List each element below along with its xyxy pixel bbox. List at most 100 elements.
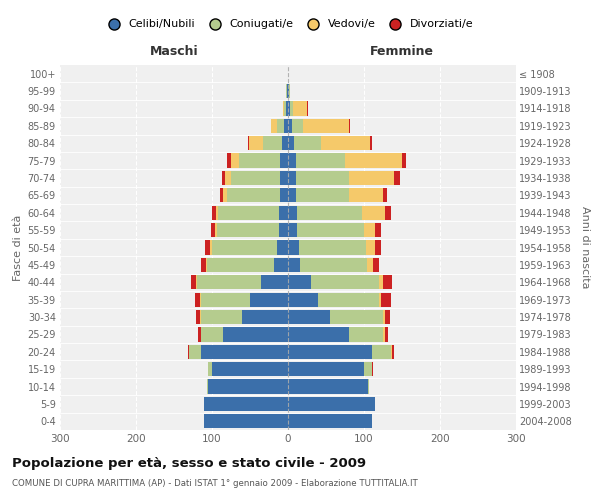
Bar <box>288 310 383 324</box>
Bar <box>189 344 288 359</box>
Bar <box>212 206 288 220</box>
Bar <box>288 362 371 376</box>
Bar <box>280 188 288 202</box>
Bar <box>271 118 288 133</box>
Bar <box>211 240 288 254</box>
Bar <box>288 240 366 254</box>
Bar <box>215 223 288 237</box>
Bar <box>288 292 391 307</box>
Bar <box>288 136 294 150</box>
Bar <box>208 258 288 272</box>
Bar <box>288 171 394 185</box>
Bar <box>288 258 300 272</box>
Bar <box>212 362 288 376</box>
Bar <box>205 397 288 411</box>
Bar <box>288 310 390 324</box>
Bar <box>288 154 345 168</box>
Bar <box>288 362 373 376</box>
Bar <box>288 171 296 185</box>
Bar <box>227 188 288 202</box>
Bar <box>208 362 288 376</box>
Bar <box>288 292 379 307</box>
Bar <box>288 102 293 116</box>
Bar <box>196 275 288 289</box>
Bar <box>288 206 297 220</box>
Bar <box>288 206 362 220</box>
Bar <box>288 328 388 342</box>
Bar <box>286 84 288 98</box>
Bar <box>205 414 288 428</box>
Bar <box>288 310 385 324</box>
Bar <box>288 380 370 394</box>
Bar <box>284 118 288 133</box>
Bar <box>288 414 371 428</box>
Y-axis label: Anni di nascita: Anni di nascita <box>580 206 590 289</box>
Bar <box>288 102 290 116</box>
Bar <box>288 258 379 272</box>
Bar <box>263 136 288 150</box>
Bar <box>208 362 288 376</box>
Bar <box>223 188 288 202</box>
Bar <box>200 328 288 342</box>
Bar <box>249 136 288 150</box>
Bar <box>217 223 288 237</box>
Bar <box>288 380 370 394</box>
Bar <box>288 102 307 116</box>
Bar <box>288 188 383 202</box>
Bar <box>288 275 383 289</box>
Bar <box>288 328 349 342</box>
Y-axis label: Fasce di età: Fasce di età <box>13 214 23 280</box>
Bar <box>206 380 288 394</box>
Bar <box>286 84 288 98</box>
Bar <box>288 362 364 376</box>
Bar <box>288 102 308 116</box>
Bar <box>208 380 288 394</box>
Bar <box>208 362 288 376</box>
Bar <box>205 414 288 428</box>
Bar <box>189 344 288 359</box>
Bar <box>205 240 288 254</box>
Bar <box>205 397 288 411</box>
Bar <box>288 380 368 394</box>
Bar <box>288 206 391 220</box>
Bar <box>288 414 371 428</box>
Text: COMUNE DI CUPRA MARITTIMA (AP) - Dati ISTAT 1° gennaio 2009 - Elaborazione TUTTI: COMUNE DI CUPRA MARITTIMA (AP) - Dati IS… <box>12 478 418 488</box>
Bar <box>288 136 370 150</box>
Bar <box>288 84 289 98</box>
Text: Maschi: Maschi <box>149 45 199 58</box>
Bar <box>288 397 376 411</box>
Bar <box>287 84 288 98</box>
Bar <box>288 240 382 254</box>
Bar <box>200 292 288 307</box>
Bar <box>288 275 392 289</box>
Bar <box>280 171 288 185</box>
Bar <box>288 328 383 342</box>
Bar <box>288 310 330 324</box>
Bar <box>194 292 288 307</box>
Bar <box>288 275 311 289</box>
Bar <box>200 292 288 307</box>
Bar <box>288 188 387 202</box>
Bar <box>288 84 290 98</box>
Bar <box>288 344 394 359</box>
Bar <box>288 275 379 289</box>
Bar <box>239 154 288 168</box>
Bar <box>277 118 288 133</box>
Bar <box>288 397 376 411</box>
Bar <box>205 414 288 428</box>
Bar <box>218 206 288 220</box>
Bar <box>206 380 288 394</box>
Bar <box>279 206 288 220</box>
Bar <box>288 136 320 150</box>
Bar <box>205 414 288 428</box>
Bar <box>288 118 303 133</box>
Text: Femmine: Femmine <box>370 45 434 58</box>
Bar <box>288 258 373 272</box>
Bar <box>288 397 376 411</box>
Bar <box>288 344 391 359</box>
Bar <box>283 102 288 116</box>
Bar <box>288 344 392 359</box>
Bar <box>216 206 288 220</box>
Bar <box>206 380 288 394</box>
Bar <box>197 275 288 289</box>
